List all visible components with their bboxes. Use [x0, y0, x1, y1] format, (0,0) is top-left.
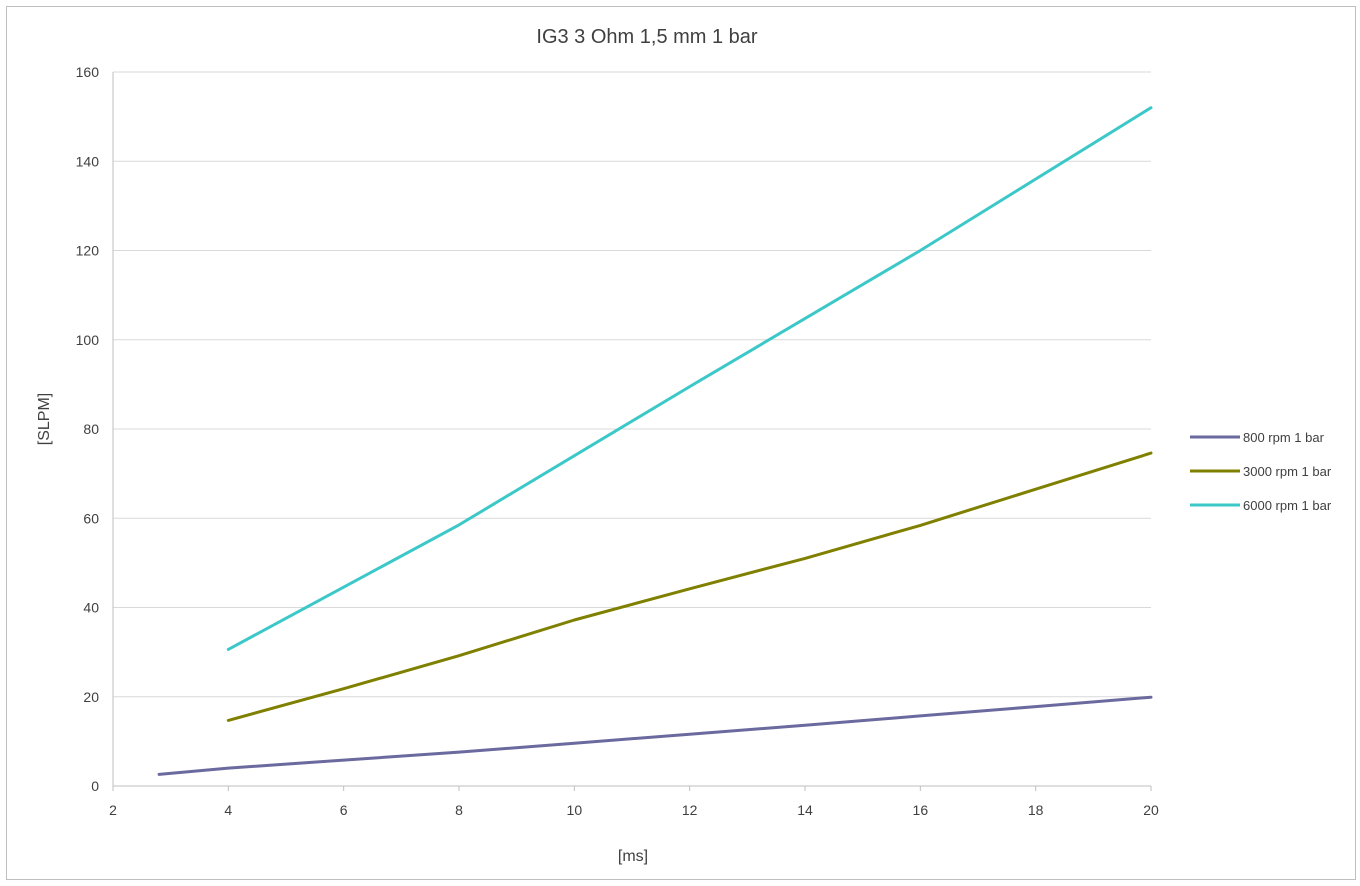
x-tick-label: 20 [1143, 802, 1159, 818]
y-tick-label: 20 [83, 689, 99, 705]
y-tick-label: 0 [91, 778, 99, 794]
y-tick-label: 160 [76, 64, 100, 80]
y-tick-label: 100 [76, 332, 100, 348]
y-tick-label: 140 [76, 153, 100, 169]
line-chart: IG3 3 Ohm 1,5 mm 1 bar 0 20 40 60 80 100 120 14… [36, 26, 1332, 865]
y-tick-label: 40 [83, 600, 99, 616]
x-tick-label: 4 [224, 802, 232, 818]
y-axis-label: [SLPM] [36, 393, 53, 445]
series-line-1 [157, 695, 1153, 776]
legend-label: 3000 rpm 1 bar [1243, 464, 1332, 479]
tick-labels: 0 20 40 60 80 100 120 140 160 2 4 6 8 10 12 14 16 18 20 [76, 64, 1159, 818]
y-tick-label: 60 [83, 510, 99, 526]
x-tick-label: 2 [109, 802, 117, 818]
x-tick-label: 16 [913, 802, 929, 818]
axes [112, 72, 1152, 791]
legend-label: 6000 rpm 1 bar [1243, 498, 1332, 513]
x-tick-label: 18 [1028, 802, 1044, 818]
x-tick-label: 6 [340, 802, 348, 818]
chart-frame: IG3 3 Ohm 1,5 mm 1 bar 0 20 40 60 80 100 120 14… [6, 6, 1356, 880]
legend-label: 800 rpm 1 bar [1243, 430, 1325, 445]
x-tick-label: 8 [455, 802, 463, 818]
series-line-3 [226, 106, 1153, 651]
series-line-2 [226, 451, 1153, 722]
series-lines [157, 106, 1153, 776]
chart-title: IG3 3 Ohm 1,5 mm 1 bar [536, 26, 758, 48]
y-tick-label: 120 [76, 243, 100, 259]
gridlines [113, 71, 1151, 698]
x-tick-label: 10 [567, 802, 583, 818]
x-tick-label: 12 [682, 802, 698, 818]
y-tick-label: 80 [83, 421, 99, 437]
legend: 800 rpm 1 bar 3000 rpm 1 bar 6000 rpm 1 ba… [1190, 430, 1332, 513]
x-axis-label: [ms] [618, 848, 648, 865]
x-tick-label: 14 [797, 802, 813, 818]
